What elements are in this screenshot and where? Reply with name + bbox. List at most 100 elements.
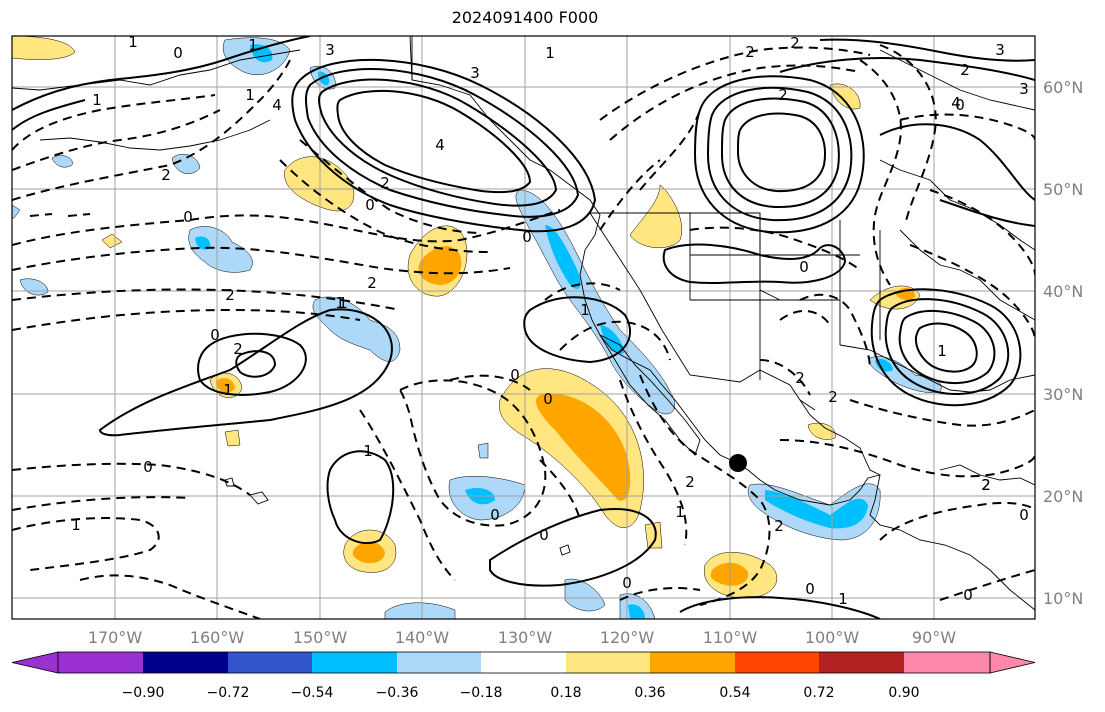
lon-label: 160°W [190, 628, 245, 647]
colorbar-tick: 0.36 [634, 685, 665, 701]
contour-label: 1 [838, 590, 848, 608]
latitude-labels: 60°N 50°N 40°N 30°N 20°N 10°N [1043, 78, 1083, 608]
colorbar-tick: −0.18 [460, 685, 503, 701]
colorbar-segment [481, 652, 566, 673]
colorbar-segment [735, 652, 819, 673]
contour-label: 2 [981, 476, 991, 494]
contour-label: 1 [545, 44, 555, 62]
lat-label: 60°N [1043, 78, 1083, 97]
lon-label: 170°W [88, 628, 143, 647]
lat-label: 10°N [1043, 589, 1083, 608]
contour-label: 0 [210, 326, 220, 344]
coastlines [12, 36, 1035, 611]
contour-label: 0 [805, 580, 815, 598]
colorbar [11, 651, 1036, 674]
contour-label: 1 [335, 294, 345, 312]
colorbar-segment [566, 652, 650, 673]
colorbar-segment [312, 652, 397, 673]
contour-label: 2 [795, 369, 805, 387]
colorbar-extend-high [989, 651, 1036, 674]
contour-label: 2 [828, 388, 838, 406]
contour-label: 1 [937, 342, 947, 360]
colorbar-tick: −0.90 [122, 685, 165, 701]
contour-label: 2 [225, 286, 235, 304]
graticule [12, 36, 1035, 619]
lon-label: 90°W [912, 628, 956, 647]
map-background [12, 36, 1035, 619]
colorbar-segment [143, 652, 228, 673]
contour-label: 2 [233, 340, 243, 358]
contour-label: 0 [1019, 506, 1029, 524]
contour-label: 0 [622, 574, 632, 592]
contour-label: 3 [995, 41, 1005, 59]
colorbar-tick: −0.72 [207, 685, 250, 701]
contour-label: 2 [380, 174, 390, 192]
contour-label: 2 [367, 274, 377, 292]
contour-label: 1 [248, 36, 258, 54]
contour-label: 3 [470, 64, 480, 82]
contour-label: 1 [580, 301, 590, 319]
storm-center-marker [729, 454, 747, 472]
dashed-contours [12, 44, 1035, 619]
contour-label: 1 [363, 442, 373, 460]
colorbar-tick: −0.36 [376, 685, 419, 701]
lat-label: 50°N [1043, 180, 1083, 199]
lon-label: 150°W [293, 628, 348, 647]
contour-label: 1 [223, 381, 233, 399]
lon-label: 140°W [395, 628, 450, 647]
contour-label: 0 [799, 258, 809, 276]
contour-label: 2 [960, 61, 970, 79]
contour-label: 3 [1019, 80, 1029, 98]
contour-label: 0 [955, 96, 965, 114]
contour-label: 0 [490, 506, 500, 524]
negative-anomaly-shading [12, 37, 942, 619]
lat-label: 20°N [1043, 487, 1083, 506]
colorbar-extend-low [11, 651, 59, 674]
colorbar-tick: 0.90 [888, 685, 919, 701]
longitude-labels: 170°W 160°W 150°W 140°W 130°W 120°W 110°… [88, 628, 956, 647]
contour-label: 2 [161, 166, 171, 184]
colorbar-segment [650, 652, 735, 673]
lat-label: 40°N [1043, 282, 1083, 301]
contour-label: 4 [272, 96, 282, 114]
contour-label: 0 [963, 586, 973, 604]
colorbar-segment [397, 652, 481, 673]
contour-label: 0 [173, 44, 183, 62]
colorbar-segment [58, 652, 143, 673]
contour-label: 1 [338, 294, 348, 312]
contour-label: 4 [435, 136, 445, 154]
contour-label: 1 [675, 503, 685, 521]
lon-label: 100°W [805, 628, 860, 647]
contour-label: 2 [745, 43, 755, 61]
lon-label: 130°W [498, 628, 553, 647]
contour-label: 1 [92, 91, 102, 109]
solid-contours [12, 36, 1035, 619]
contour-label: 2 [774, 517, 784, 535]
colorbar-segment [228, 652, 312, 673]
contour-label: 1 [71, 516, 81, 534]
anomaly-shading [12, 36, 921, 599]
contour-label: 2 [790, 34, 800, 52]
contour-label: 3 [325, 41, 335, 59]
lon-label: 120°W [600, 628, 655, 647]
lat-label: 30°N [1043, 385, 1083, 404]
colorbar-segment [904, 652, 990, 673]
contour-label: 0 [522, 228, 532, 246]
contour-label: 0 [539, 526, 549, 544]
contour-label: 0 [543, 390, 553, 408]
lon-label: 110°W [703, 628, 758, 647]
contour-label: 4 [951, 94, 961, 112]
colorbar-tick: 0.72 [803, 685, 834, 701]
colorbar-tick: 0.18 [550, 685, 581, 701]
contour-label: 0 [510, 366, 520, 384]
colorbar-segment [819, 652, 904, 673]
contour-label: 1 [245, 86, 255, 104]
contour-label: 0 [143, 458, 153, 476]
contour-label: 0 [183, 208, 193, 226]
map-title: 2024091400 F000 [451, 8, 599, 27]
contour-label: 0 [365, 196, 375, 214]
contour-label: 2 [981, 476, 991, 494]
colorbar-ticks: −0.90 −0.72 −0.54 −0.36 −0.18 0.18 0.36 … [122, 685, 920, 701]
